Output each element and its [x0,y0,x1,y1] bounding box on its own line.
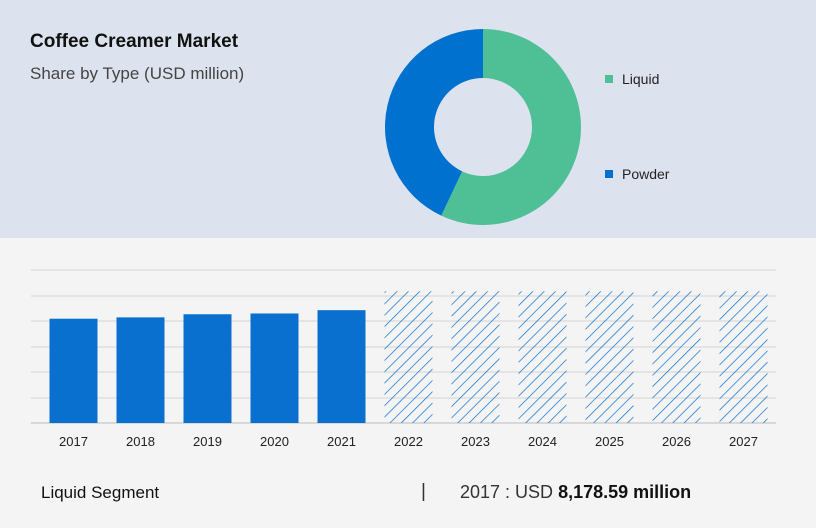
x-tick-label: 2027 [729,434,758,449]
legend-label-powder: Powder [622,166,670,182]
bar-2019 [183,314,232,423]
chart-subtitle: Share by Type (USD million) [30,64,245,83]
legend-swatch-liquid [605,75,613,83]
legend-item-powder: Powder [605,166,669,182]
legend-label-liquid: Liquid [622,71,660,87]
forecast-bar-2026 [652,291,701,423]
legend-item-liquid: Liquid [605,71,659,87]
forecast-bar-2025 [585,291,634,423]
footer-separator: | [421,481,426,502]
x-tick-label: 2022 [394,434,423,449]
bar-2017 [49,318,98,423]
summary-panel: Coffee Creamer Market Share by Type (USD… [0,0,816,238]
x-tick-label: 2023 [461,434,490,449]
forecast-bar-2027 [719,291,768,423]
donut-chart [385,29,581,225]
x-tick-label: 2017 [59,434,88,449]
forecast-bar-2024 [518,291,567,423]
x-tick-label: 2020 [260,434,289,449]
bar-2021 [317,310,366,423]
forecast-bar-2023 [451,291,500,423]
donut-slice-powder [385,29,483,216]
legend-swatch-powder [605,170,613,178]
bar-2020 [250,313,299,423]
x-tick-label: 2025 [595,434,624,449]
x-tick-label: 2021 [327,434,356,449]
segment-year-label: 2017 : USD [460,482,554,502]
forecast-bar-2022 [384,291,433,423]
donut-slice-liquid [441,29,581,225]
bar-chart: 2017 2018 2019 2020 2021 2022 2023 2024 2025 2026… [31,269,776,449]
segment-amount: 8,178.59 million [558,482,692,502]
x-tick-label: 2018 [126,434,155,449]
x-tick-label: 2019 [193,434,222,449]
segment-label: Liquid Segment [41,483,160,502]
x-tick-label: 2024 [528,434,557,449]
segment-value: 2017 : USD 8,178.59 million [460,482,691,503]
chart-title: Coffee Creamer Market [30,31,239,52]
x-tick-label: 2026 [662,434,691,449]
bar-2018 [116,317,165,423]
